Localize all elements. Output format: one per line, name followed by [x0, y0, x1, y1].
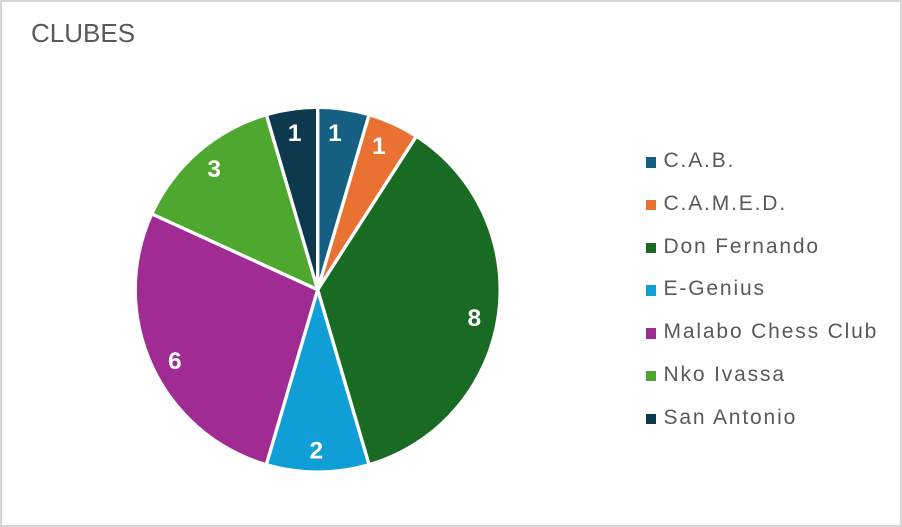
svg-text:8: 8	[467, 305, 481, 332]
svg-text:6: 6	[168, 348, 182, 375]
svg-text:1: 1	[372, 133, 386, 160]
svg-text:1: 1	[288, 120, 302, 147]
svg-text:1: 1	[328, 120, 342, 147]
svg-text:3: 3	[207, 156, 221, 183]
svg-text:2: 2	[309, 437, 323, 464]
